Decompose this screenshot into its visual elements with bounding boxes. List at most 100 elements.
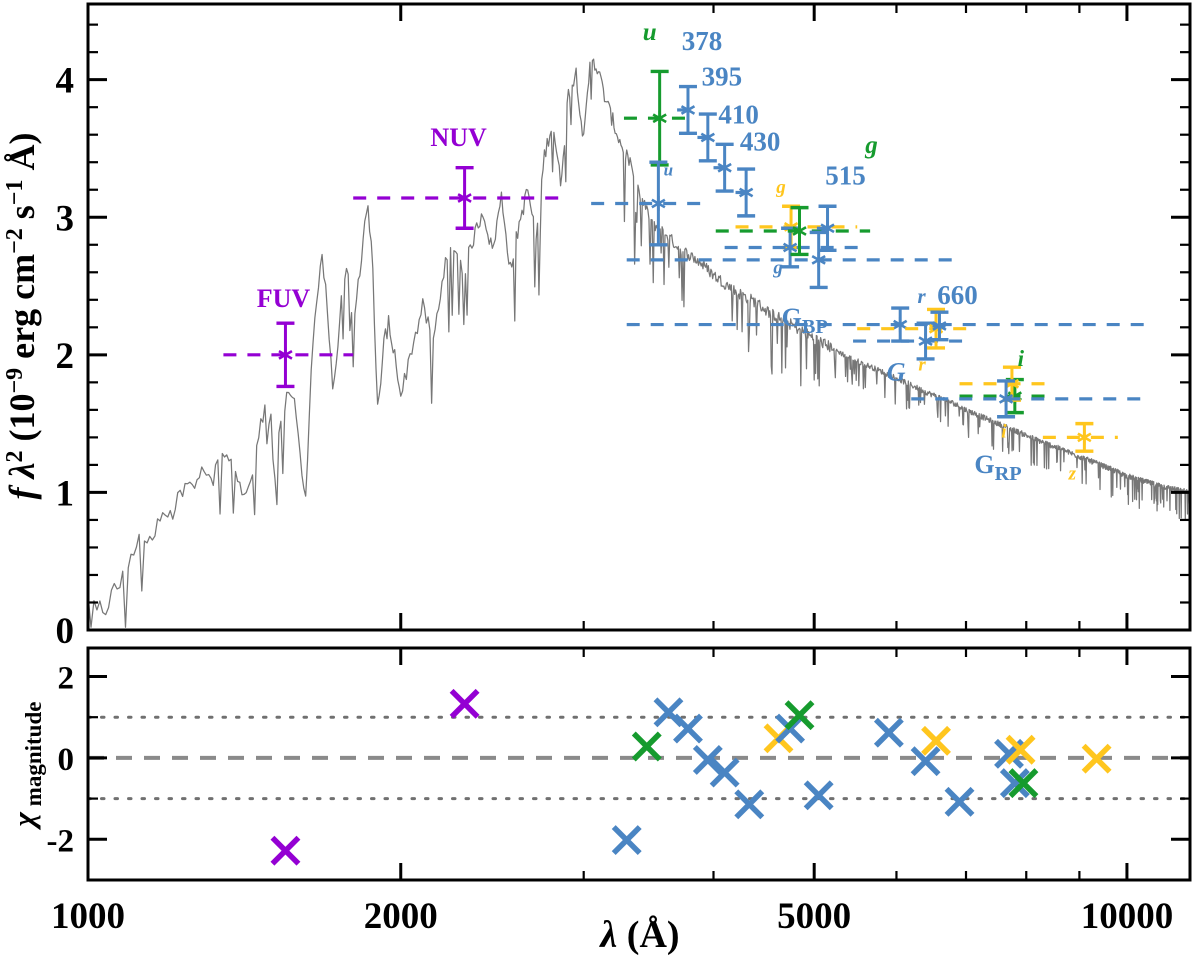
photometry-label: z	[1068, 463, 1077, 484]
star-marker-spoke	[745, 187, 754, 194]
residual-point	[999, 768, 1030, 799]
x-marker-stroke	[1005, 734, 1036, 765]
photometry-point	[853, 321, 967, 361]
star-marker-spoke	[1014, 391, 1022, 398]
residual-point	[944, 786, 975, 817]
x-marker-stroke	[611, 825, 642, 856]
photometry-label: G	[887, 358, 906, 387]
photometry-label: 410	[718, 100, 759, 130]
y-tick-label: 1	[56, 473, 75, 514]
residual-point	[692, 744, 723, 775]
photometry-point	[735, 167, 759, 218]
residual-y-tick-label: -2	[47, 823, 75, 859]
residual-point	[449, 688, 480, 719]
star-marker-spoke	[723, 162, 732, 169]
photometry-label: 660	[937, 280, 978, 310]
star-marker-spoke	[938, 321, 947, 328]
x-tick-label: 2000	[364, 896, 438, 937]
star-marker-spoke	[790, 222, 799, 229]
x-marker-stroke	[734, 789, 765, 820]
star-marker-spoke	[687, 105, 696, 112]
photometry-label: r	[918, 355, 926, 376]
photometry-label: u	[664, 160, 673, 179]
residual-point	[803, 780, 834, 811]
photometry-label: FUV	[257, 284, 311, 313]
residual-point	[1008, 768, 1039, 799]
residual-point	[270, 835, 301, 866]
axis-labels-layer: f λ2 (10−9 erg cm−2 s−1 Å) χ magnitude λ…	[2, 133, 680, 957]
photometry-layer	[223, 69, 1149, 453]
star-marker-spoke	[899, 319, 908, 326]
photometry-label: r	[917, 284, 926, 308]
x-marker-stroke	[1008, 768, 1039, 799]
x-tick-label: 1000	[51, 896, 125, 937]
star-marker-spoke	[1005, 393, 1014, 400]
star-marker-spoke	[463, 193, 472, 200]
residual-y-tick-label: 0	[58, 742, 75, 778]
photometry-point	[353, 166, 569, 230]
x-marker-stroke	[709, 757, 740, 788]
star-marker-spoke	[798, 226, 807, 233]
photometry-point	[223, 321, 354, 389]
x-marker-stroke	[873, 717, 904, 748]
residual-point	[673, 713, 703, 744]
star-marker-spoke	[826, 223, 835, 230]
x-marker-stroke	[803, 780, 834, 811]
x-marker-stroke	[692, 744, 723, 775]
star-marker-spoke	[789, 242, 798, 249]
x-tick-label: 10000	[1081, 896, 1174, 937]
residual-point	[631, 731, 662, 762]
photometry-label: 430	[740, 126, 781, 156]
star-marker-spoke	[284, 349, 293, 356]
photometry-point	[930, 310, 949, 342]
photometry-label: 378	[682, 26, 723, 56]
y-axis-label-top: f λ2 (10−9 erg cm−2 s−1 Å)	[2, 133, 42, 500]
photometry-label: i	[1018, 346, 1025, 371]
y-tick-label: 3	[56, 198, 75, 239]
tick-labels-layer: 1000 2000 5000 10000 0 1 2 3 4 -2 0 2	[47, 61, 1174, 937]
x-marker-stroke	[944, 786, 975, 817]
model-spectrum-curve	[87, 58, 1191, 628]
photometry-label: g	[772, 258, 783, 279]
residual-y-tick-label: 2	[58, 660, 75, 696]
residual-point	[1005, 734, 1036, 765]
photometry-point	[1042, 421, 1118, 453]
residual-point	[784, 700, 815, 731]
photometry-label: NUV	[430, 123, 487, 152]
x-marker-stroke	[673, 713, 703, 744]
star-marker-spoke	[818, 255, 826, 262]
x-marker-stroke	[910, 746, 941, 777]
residual-points-layer	[86, 688, 1192, 866]
x-marker-stroke	[653, 697, 684, 728]
photometry-label: GBP	[782, 303, 828, 338]
panel-frame-top	[86, 2, 1192, 632]
photometry-label: 395	[702, 61, 743, 91]
residual-point	[611, 825, 642, 856]
x-marker-stroke	[1081, 743, 1112, 774]
photometry-label: 515	[825, 160, 866, 190]
photometry-point	[715, 205, 871, 257]
x-marker-stroke	[999, 768, 1030, 799]
x-marker-stroke	[270, 835, 301, 866]
photometry-label: g	[864, 132, 878, 159]
x-tick-label: 5000	[777, 896, 851, 937]
x-marker-stroke	[631, 731, 662, 762]
photometry-point	[713, 142, 736, 193]
photometry-point	[911, 379, 1145, 419]
star-marker-spoke	[657, 198, 666, 205]
axes-layer	[86, 2, 1192, 882]
y-tick-label: 4	[56, 61, 75, 102]
x-marker-stroke	[775, 713, 806, 744]
photometry-point	[677, 84, 700, 136]
photometry-point	[623, 69, 693, 167]
y-tick-label: 0	[56, 611, 75, 652]
photometry-point	[724, 226, 866, 269]
residual-point	[775, 713, 806, 744]
residual-point	[910, 746, 941, 777]
photometry-labels: FUVNUVuu378395410430ggg515GBPGrr660iiGRP…	[257, 19, 1077, 485]
photometry-label: u	[643, 19, 657, 46]
photometry-label: GRP	[974, 450, 1021, 485]
photometry-label: g	[775, 177, 786, 198]
photometry-label: i	[1001, 422, 1007, 443]
